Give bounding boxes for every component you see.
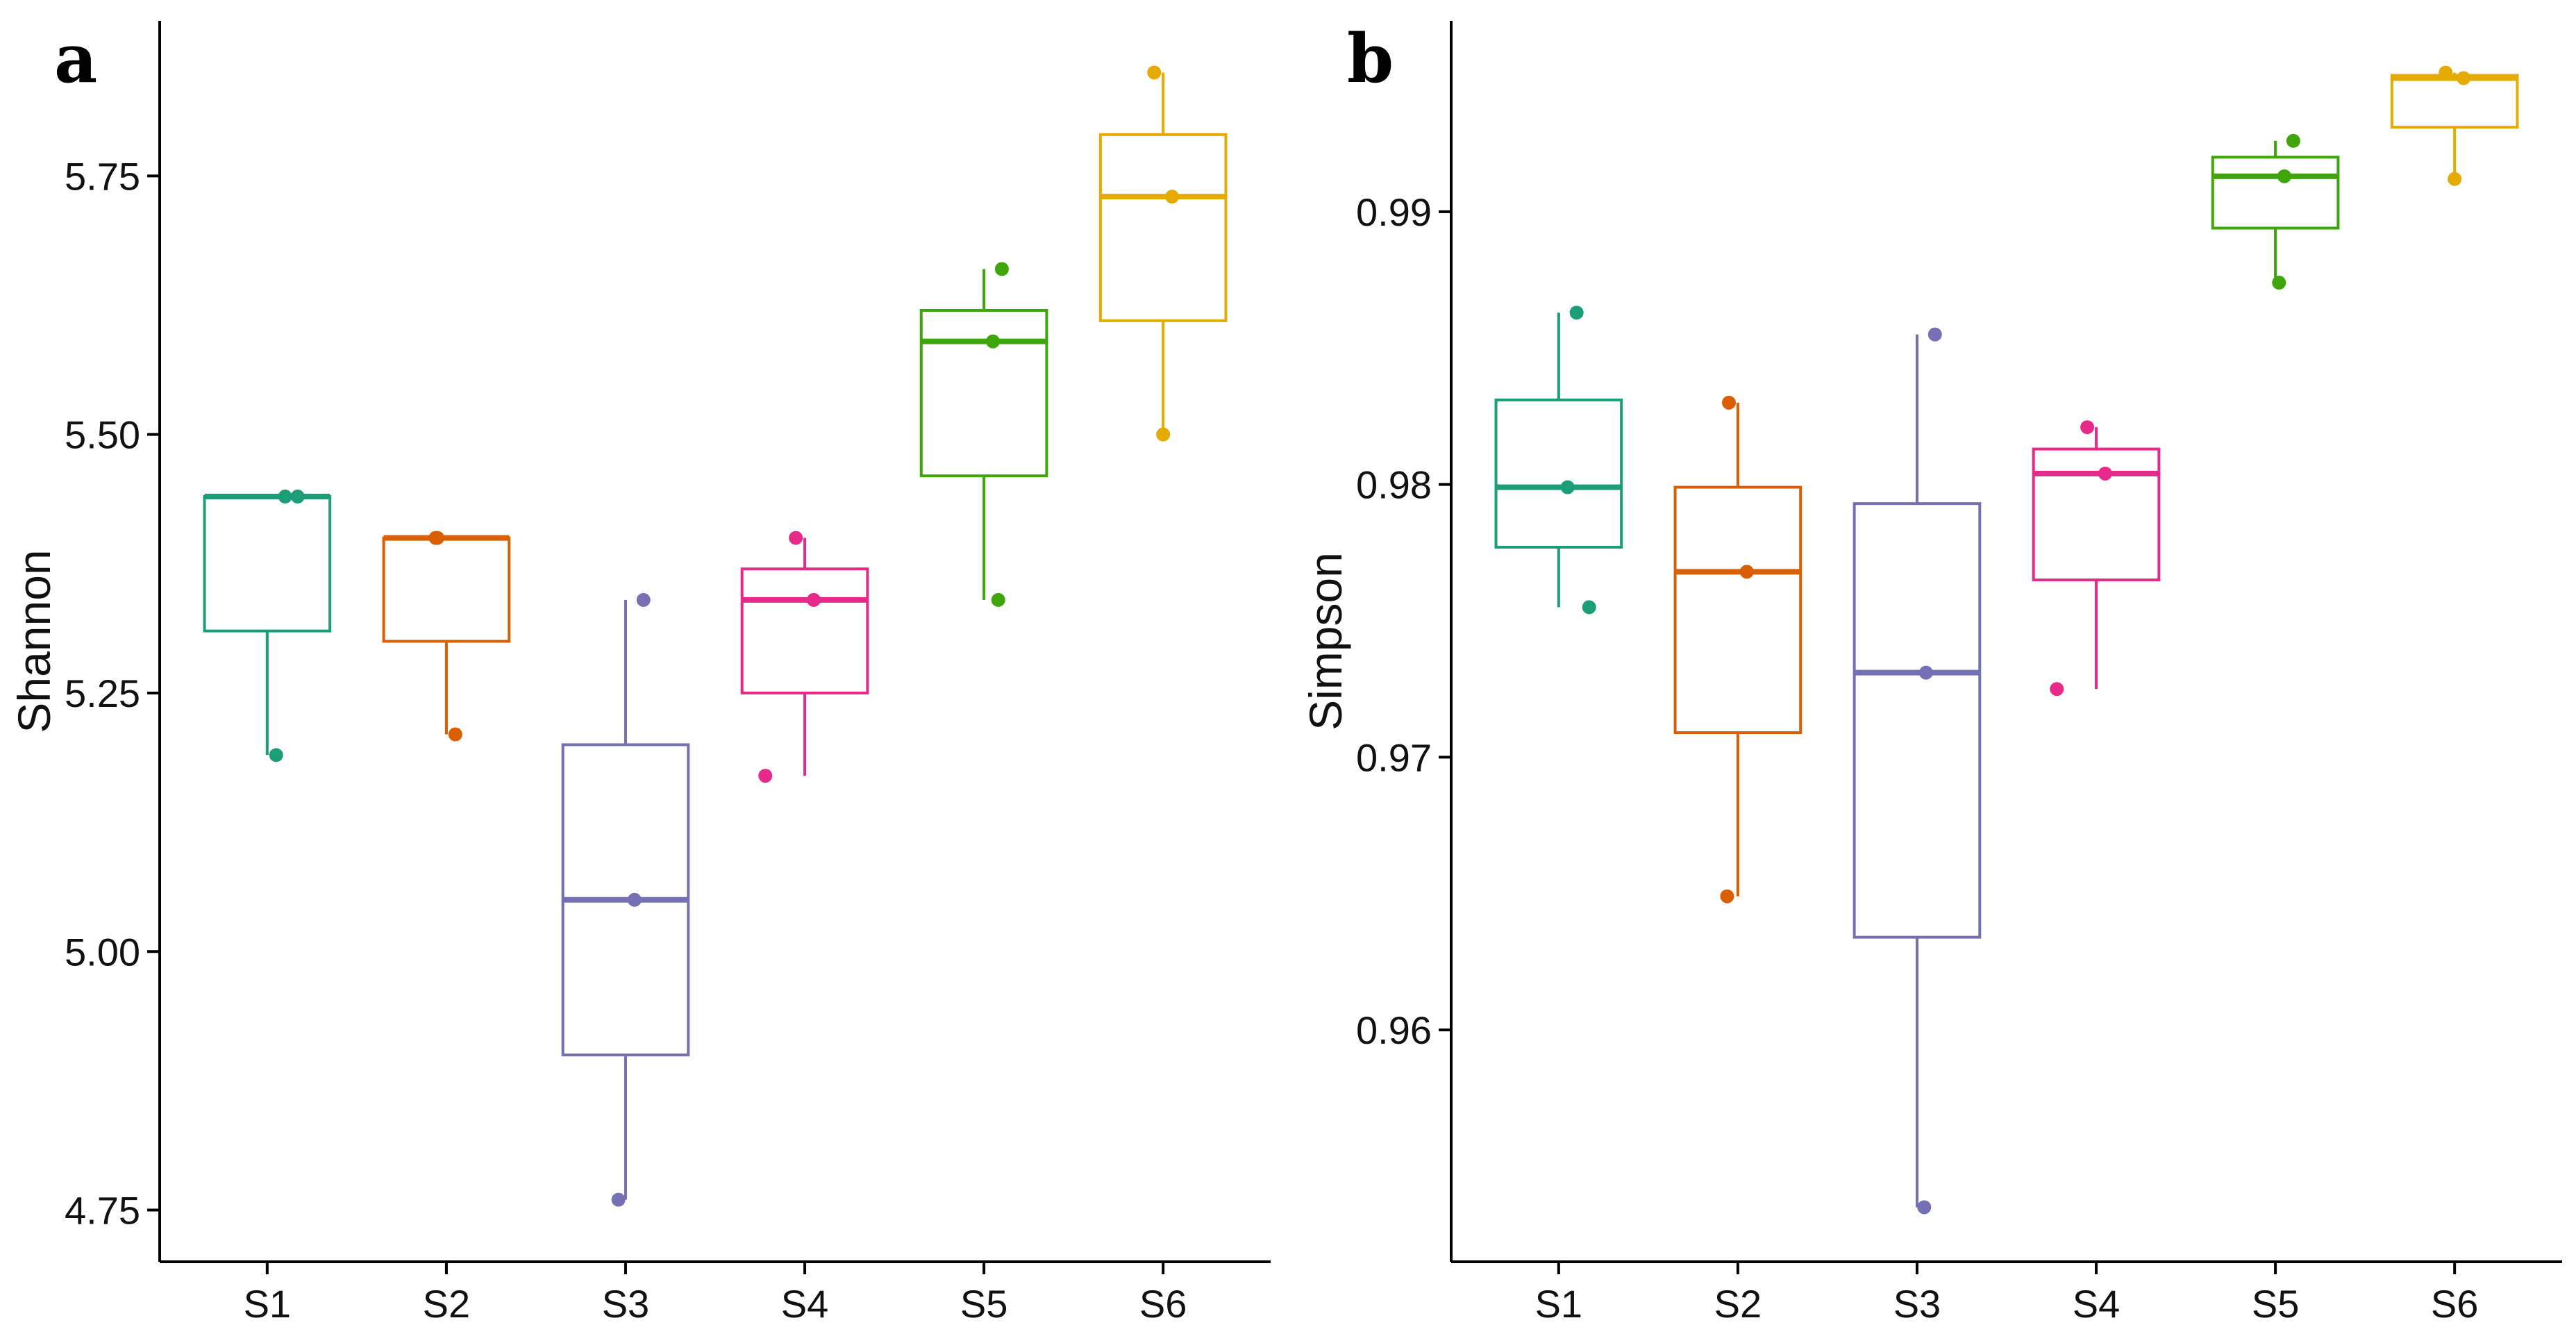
data-point bbox=[1560, 480, 1575, 494]
data-point bbox=[1569, 306, 1584, 320]
data-point bbox=[611, 1192, 626, 1207]
data-point bbox=[2098, 466, 2112, 481]
data-point bbox=[1720, 889, 1734, 903]
x-tick-label: S3 bbox=[602, 1282, 650, 1326]
x-tick-label: S2 bbox=[423, 1282, 471, 1326]
data-point bbox=[2272, 276, 2286, 290]
data-point bbox=[2448, 172, 2462, 186]
x-tick-label: S1 bbox=[1535, 1282, 1583, 1326]
data-point bbox=[2457, 71, 2471, 85]
data-point bbox=[278, 490, 292, 504]
box-S5 bbox=[919, 262, 1048, 607]
data-point bbox=[2050, 682, 2064, 697]
data-point bbox=[269, 748, 283, 762]
y-tick-label: 5.50 bbox=[65, 413, 140, 457]
y-axis-title: Shannon bbox=[8, 549, 60, 733]
data-point bbox=[789, 531, 803, 545]
data-point bbox=[758, 769, 773, 783]
panel-label: b bbox=[1347, 19, 1394, 98]
data-point bbox=[1927, 327, 1942, 342]
data-point bbox=[448, 727, 462, 742]
box-S1 bbox=[1494, 306, 1623, 615]
box-S4 bbox=[740, 531, 869, 783]
y-tick-label: 5.25 bbox=[65, 672, 140, 715]
data-point bbox=[1165, 190, 1180, 204]
box-S5 bbox=[2211, 133, 2340, 290]
y-tick-label: 0.98 bbox=[1356, 463, 1432, 507]
box-S6 bbox=[1098, 65, 1228, 442]
data-point bbox=[1722, 395, 1736, 410]
y-axis-title: Simpson bbox=[1300, 552, 1351, 731]
box-iqr bbox=[740, 567, 869, 694]
data-point bbox=[1918, 665, 1933, 680]
panel-label: a bbox=[54, 19, 97, 98]
y-tick-label: 0.99 bbox=[1356, 190, 1432, 234]
data-point bbox=[2080, 420, 2095, 435]
box-S1 bbox=[203, 490, 332, 762]
x-tick-label: S5 bbox=[2252, 1282, 2300, 1326]
box-S3 bbox=[1852, 327, 1982, 1215]
data-point bbox=[428, 531, 443, 545]
data-point bbox=[627, 892, 642, 907]
box-iqr bbox=[203, 495, 332, 633]
data-point bbox=[636, 592, 651, 607]
box-iqr bbox=[1098, 133, 1228, 322]
box-S2 bbox=[382, 531, 511, 742]
x-tick-label: S1 bbox=[244, 1282, 292, 1326]
box-iqr bbox=[919, 308, 1048, 478]
y-tick-label: 0.97 bbox=[1356, 735, 1432, 779]
data-point bbox=[806, 592, 821, 607]
data-point bbox=[1147, 65, 1162, 80]
data-point bbox=[986, 334, 1000, 349]
box-iqr bbox=[2211, 156, 2340, 230]
panel-b: b 0.96 0.97 0.98 0.99 Simpson S1 S2 S3 S4 S5 S6 bbox=[1300, 19, 2562, 1326]
box-iqr bbox=[2032, 447, 2161, 582]
box-S6 bbox=[2390, 65, 2519, 186]
box-S3 bbox=[561, 592, 690, 1207]
y-tick-label: 5.00 bbox=[65, 930, 140, 974]
box-S4 bbox=[2032, 420, 2161, 697]
x-tick-label: S6 bbox=[2431, 1282, 2479, 1326]
y-tick-label: 4.75 bbox=[65, 1189, 140, 1233]
x-tick-label: S2 bbox=[1714, 1282, 1762, 1326]
data-point bbox=[1917, 1200, 1932, 1215]
data-point bbox=[991, 592, 1005, 607]
data-point bbox=[1582, 600, 1596, 615]
box-iqr bbox=[1673, 485, 1803, 735]
data-point bbox=[2439, 65, 2453, 80]
box-iqr bbox=[382, 536, 511, 643]
data-point bbox=[1739, 565, 1754, 579]
box-iqr bbox=[1852, 502, 1982, 939]
y-tick-label: 0.96 bbox=[1356, 1008, 1432, 1052]
box-S2 bbox=[1673, 395, 1803, 903]
y-tick-label: 5.75 bbox=[65, 154, 140, 198]
data-point bbox=[1156, 427, 1171, 442]
box-iqr bbox=[1494, 398, 1623, 549]
x-tick-label: S4 bbox=[781, 1282, 829, 1326]
panel-a: a 4.75 5.00 5.25 5.50 5.75 Shannon S1 S2 S3 S4 S5 S6 bbox=[8, 19, 1271, 1326]
data-point bbox=[290, 490, 305, 504]
x-tick-label: S5 bbox=[960, 1282, 1008, 1326]
box-iqr bbox=[2390, 74, 2519, 129]
data-point bbox=[2277, 169, 2291, 183]
x-tick-label: S4 bbox=[2073, 1282, 2121, 1326]
data-point bbox=[994, 262, 1009, 276]
x-tick-label: S6 bbox=[1139, 1282, 1187, 1326]
x-tick-label: S3 bbox=[1893, 1282, 1941, 1326]
data-point bbox=[2286, 133, 2300, 148]
